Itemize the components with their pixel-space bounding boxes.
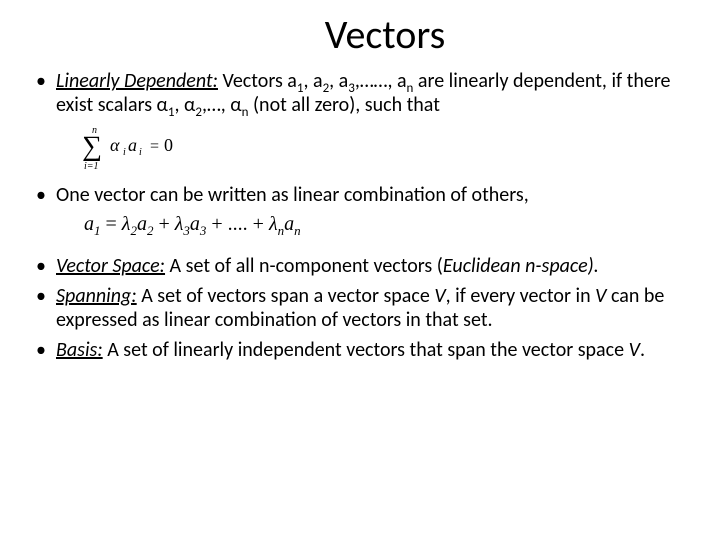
alpha: α bbox=[110, 135, 120, 155]
formula-combination: a1 = λ2a2 + λ3a3 + .... + λnan bbox=[28, 213, 692, 236]
text: A set of all n-component vectors ( bbox=[165, 254, 443, 278]
V: V bbox=[629, 338, 640, 362]
text: , a bbox=[329, 69, 348, 93]
text: , if every vector in bbox=[446, 284, 595, 308]
a1: a bbox=[84, 213, 94, 235]
term-linearly-dependent: Linearly Dependent: bbox=[56, 69, 218, 93]
text: ,…, α bbox=[202, 93, 242, 117]
sigma-icon: ∑ bbox=[82, 131, 102, 162]
italic-text: Euclidean n-space). bbox=[443, 254, 599, 278]
term-spanning: Spanning: bbox=[56, 284, 137, 308]
a: a bbox=[284, 213, 294, 235]
bullet-linear-combination: One vector can be written as linear comb… bbox=[28, 183, 692, 207]
text: . bbox=[640, 338, 645, 362]
bullet-basis: Basis: A set of linearly independent vec… bbox=[28, 338, 692, 362]
text: A set of linearly independent vectors th… bbox=[103, 338, 629, 362]
text: A set of vectors span a vector space bbox=[137, 284, 435, 308]
sub-i: i bbox=[123, 147, 126, 158]
text: ,……, a bbox=[355, 69, 407, 93]
subscript: 2 bbox=[195, 105, 202, 120]
bullet-linearly-dependent: Linearly Dependent: Vectors a1, a2, a3,…… bbox=[28, 69, 692, 117]
sub: n bbox=[294, 223, 301, 238]
subscript: 1 bbox=[168, 105, 175, 120]
term-basis: Basis: bbox=[56, 338, 103, 362]
bullet-list: Vector Space: A set of all n-component v… bbox=[28, 254, 692, 362]
a: a bbox=[190, 213, 200, 235]
a: a bbox=[137, 213, 147, 235]
plus: + .... + bbox=[206, 213, 269, 235]
text: , α bbox=[175, 93, 196, 117]
sum-formula-svg: n ∑ i=1 α i a i = 0 bbox=[78, 123, 198, 171]
term-vector-space: Vector Space: bbox=[56, 254, 165, 278]
plus: + bbox=[153, 213, 174, 235]
bullet-list: Linearly Dependent: Vectors a1, a2, a3,…… bbox=[28, 69, 692, 117]
bullet-vector-space: Vector Space: A set of all n-component v… bbox=[28, 254, 692, 278]
formula-sum: n ∑ i=1 α i a i = 0 bbox=[28, 123, 692, 171]
sub-i: i bbox=[139, 147, 142, 158]
sum-lower: i=1 bbox=[84, 161, 99, 171]
equals: = bbox=[150, 138, 159, 155]
bullet-spanning: Spanning: A set of vectors span a vector… bbox=[28, 284, 692, 332]
bullet-list: One vector can be written as linear comb… bbox=[28, 183, 692, 207]
text: One vector can be written as linear comb… bbox=[56, 183, 529, 207]
text: (not all zero), such that bbox=[248, 93, 439, 117]
zero: 0 bbox=[164, 135, 173, 155]
text: , a bbox=[303, 69, 322, 93]
V: V bbox=[595, 284, 606, 308]
V: V bbox=[434, 284, 445, 308]
text: Vectors a bbox=[218, 69, 297, 93]
a-var: a bbox=[128, 135, 137, 155]
page-title: Vectors bbox=[78, 10, 692, 59]
eq: = bbox=[101, 213, 122, 235]
lambda: λ bbox=[269, 213, 278, 235]
